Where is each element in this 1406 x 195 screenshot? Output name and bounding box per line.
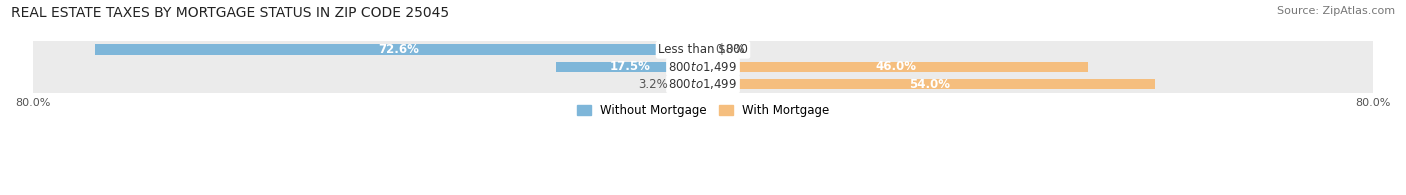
Bar [94,44,703,55]
Text: 54.0%: 54.0% [908,78,949,91]
Legend: Without Mortgage, With Mortgage: Without Mortgage, With Mortgage [576,104,830,117]
Text: 17.5%: 17.5% [609,60,650,74]
Bar [32,41,1374,58]
Bar [676,79,703,90]
Text: REAL ESTATE TAXES BY MORTGAGE STATUS IN ZIP CODE 25045: REAL ESTATE TAXES BY MORTGAGE STATUS IN … [11,6,450,20]
Bar [703,62,1088,72]
Bar [32,58,1374,75]
Bar [32,75,1374,93]
Text: 46.0%: 46.0% [875,60,917,74]
Text: Source: ZipAtlas.com: Source: ZipAtlas.com [1277,6,1395,16]
Text: 72.6%: 72.6% [378,43,419,56]
Text: $800 to $1,499: $800 to $1,499 [668,77,738,91]
Bar [557,62,703,72]
Bar [703,79,1156,90]
Text: Less than $800: Less than $800 [658,43,748,56]
Text: 0.0%: 0.0% [716,43,745,56]
Text: $800 to $1,499: $800 to $1,499 [668,60,738,74]
Text: 3.2%: 3.2% [638,78,668,91]
